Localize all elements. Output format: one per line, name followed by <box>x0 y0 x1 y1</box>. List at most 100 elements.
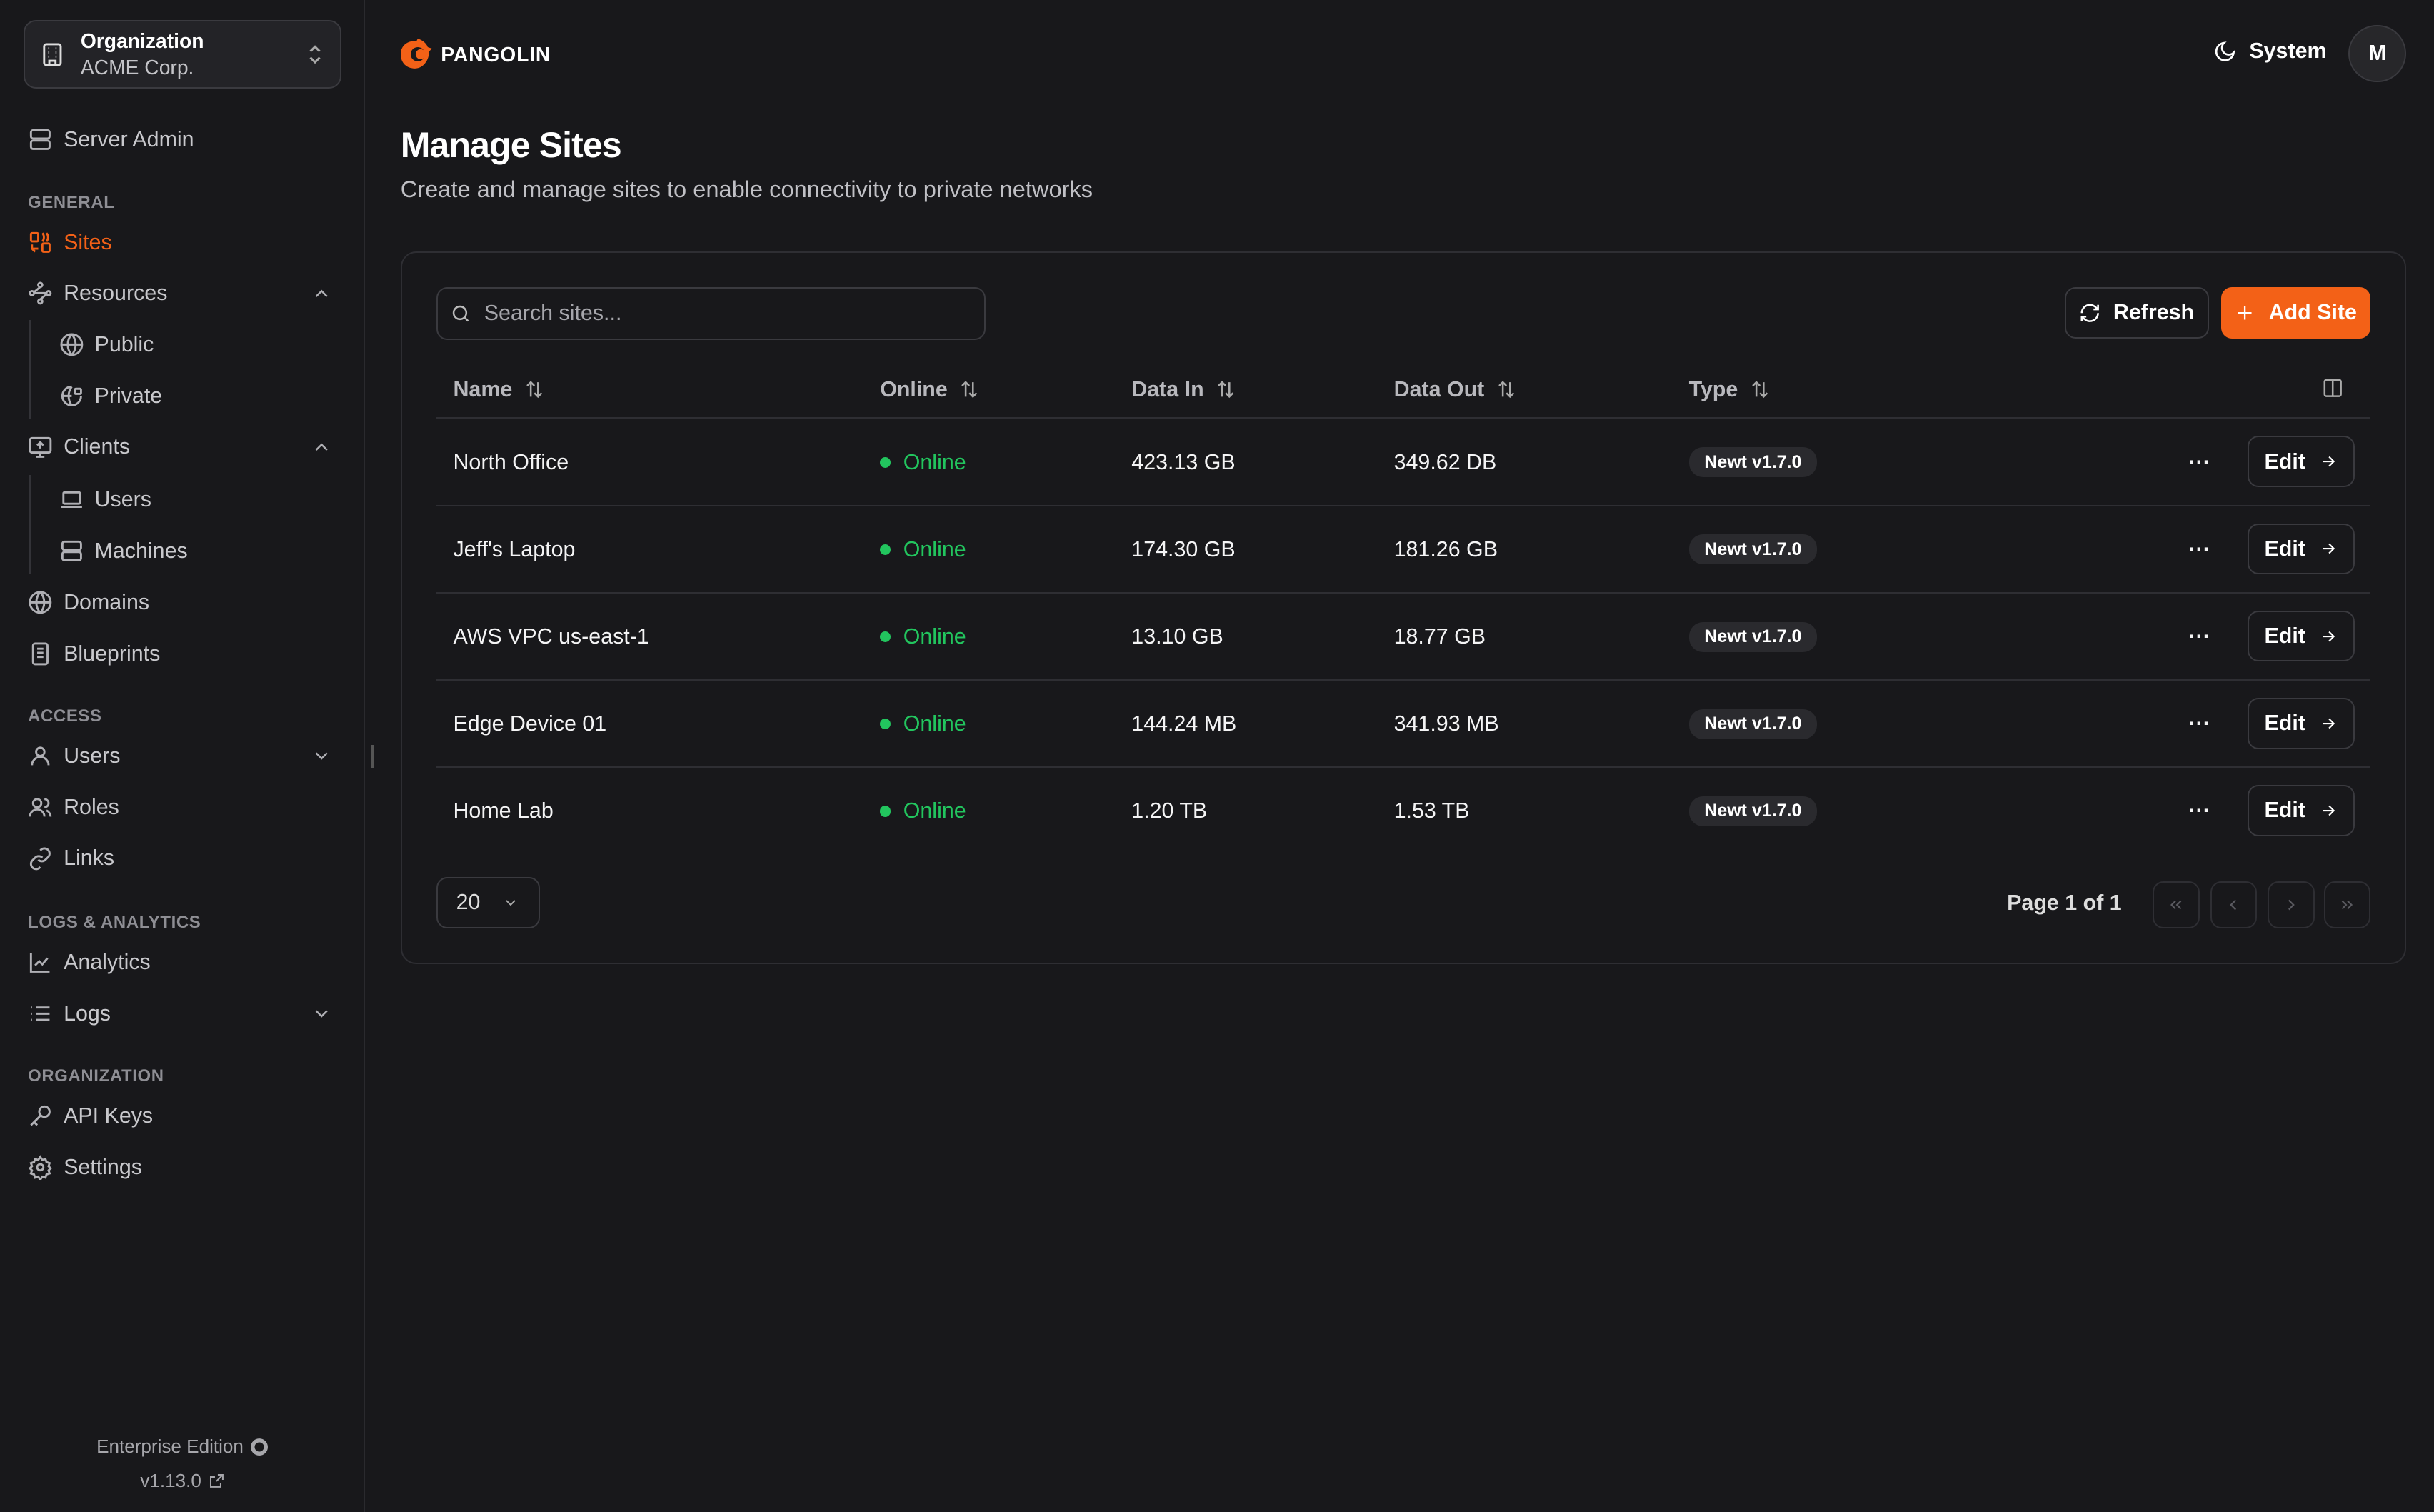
edit-button[interactable]: Edit <box>2248 610 2355 662</box>
status-dot <box>880 544 891 556</box>
sidebar-item-roles[interactable]: Roles <box>28 788 336 826</box>
sidebar-item-private[interactable]: Private <box>59 377 336 414</box>
column-header-data-in[interactable]: Data In <box>1131 377 1236 402</box>
sidebar-item-machines[interactable]: Machines <box>59 533 336 570</box>
sidebar-item-api-keys[interactable]: API Keys <box>28 1098 336 1135</box>
table-row: Jeff's Laptop Online 174.30 GB 181.26 GB… <box>436 504 2370 592</box>
prev-page-button[interactable] <box>2210 881 2258 928</box>
brand-logo[interactable]: PANGOLIN <box>399 37 551 71</box>
site-name[interactable]: AWS VPC us-east-1 <box>453 624 649 649</box>
edit-button[interactable]: Edit <box>2248 784 2355 836</box>
next-page-button[interactable] <box>2268 881 2315 928</box>
edit-button[interactable]: Edit <box>2248 697 2355 749</box>
status-text: Online <box>903 449 966 474</box>
sidebar-item-domains[interactable]: Domains <box>28 584 336 621</box>
first-page-button[interactable] <box>2153 881 2200 928</box>
status-dot <box>880 806 891 817</box>
sidebar-item-resources[interactable]: Resources <box>28 275 336 312</box>
label: Resources <box>64 281 168 306</box>
add-site-button[interactable]: Add Site <box>2221 286 2370 339</box>
more-actions-button[interactable]: ··· <box>2188 624 2210 649</box>
edit-label: Edit <box>2264 624 2305 649</box>
type-badge: Newt v1.7.0 <box>1688 447 1818 478</box>
sidebar-item-settings[interactable]: Settings <box>28 1148 336 1186</box>
version-link[interactable]: v1.13.0 <box>0 1470 365 1492</box>
column-header-online[interactable]: Online <box>880 377 980 402</box>
chevron-up-icon <box>315 443 328 451</box>
type-cell: Newt v1.7.0 <box>1688 419 1818 506</box>
edit-button[interactable]: Edit <box>2248 523 2355 575</box>
theme-toggle[interactable]: System <box>2213 39 2327 64</box>
sidebar-item-users[interactable]: Users <box>28 737 336 774</box>
table-row: Home Lab Online 1.20 TB 1.53 TB Newt v1.… <box>436 766 2370 853</box>
type-cell: Newt v1.7.0 <box>1688 768 1818 855</box>
column-header-data-out[interactable]: Data Out <box>1394 377 1517 402</box>
sidebar-item-client-users[interactable]: Users <box>59 481 336 519</box>
edition-link[interactable]: Enterprise Edition <box>0 1436 365 1458</box>
globe-icon <box>60 333 83 356</box>
avatar[interactable]: M <box>2348 24 2406 83</box>
data-in: 1.20 TB <box>1131 798 1208 823</box>
search-input[interactable]: Search sites... <box>436 286 986 340</box>
search-icon <box>452 305 469 321</box>
chart-line-icon <box>30 953 50 973</box>
label: Server Admin <box>64 127 194 152</box>
columns-icon[interactable] <box>2322 377 2343 399</box>
sidebar-item-sites[interactable]: Sites <box>28 224 336 261</box>
search-placeholder: Search sites... <box>484 301 622 326</box>
more-actions-button[interactable]: ··· <box>2188 536 2210 561</box>
sites-card: Search sites... Refresh Add Site Name Onl… <box>400 251 2406 964</box>
sidebar-item-links[interactable]: Links <box>28 840 336 877</box>
site-name[interactable]: Edge Device 01 <box>453 711 607 736</box>
theme-label: System <box>2249 39 2327 64</box>
more-actions-button[interactable]: ··· <box>2188 798 2210 823</box>
sidebar-item-blueprints[interactable]: Blueprints <box>28 635 336 672</box>
sidebar-item-server-admin[interactable]: Server Admin <box>28 121 336 159</box>
section-logs: LOGS & ANALYTICS <box>28 913 201 933</box>
server-icon <box>61 541 82 562</box>
sidebar-resize-handle[interactable] <box>371 745 374 768</box>
org-switcher[interactable]: Organization ACME Corp. <box>23 20 342 89</box>
column-header-type[interactable]: Type <box>1689 377 1771 402</box>
status-text: Online <box>903 798 966 823</box>
column-label: Online <box>880 376 948 401</box>
more-actions-button[interactable]: ··· <box>2188 449 2210 474</box>
arrow-right-icon <box>2323 456 2335 467</box>
sidebar-item-public[interactable]: Public <box>59 326 336 363</box>
online-status: Online <box>880 594 966 681</box>
page-indicator: Page 1 of 1 <box>2007 891 2122 916</box>
data-in: 13.10 GB <box>1131 624 1223 649</box>
section-general: GENERAL <box>28 192 115 212</box>
site-name[interactable]: Jeff's Laptop <box>453 536 576 561</box>
chevrons-up-down-icon <box>309 45 321 64</box>
server-icon <box>30 129 51 151</box>
pangolin-logo-icon <box>400 39 432 69</box>
status-dot <box>880 631 891 643</box>
data-out: 18.77 GB <box>1393 624 1486 649</box>
sort-icon <box>1751 381 1768 399</box>
arrow-right-icon <box>2323 544 2335 554</box>
edit-label: Edit <box>2264 711 2305 736</box>
site-name[interactable]: North Office <box>453 449 569 474</box>
page-size-select[interactable]: 20 <box>436 876 541 928</box>
label: Users <box>64 743 121 768</box>
label: Machines <box>94 539 188 564</box>
last-page-button[interactable] <box>2323 881 2370 928</box>
column-label: Name <box>453 376 513 401</box>
data-in: 423.13 GB <box>1131 449 1236 474</box>
sidebar-item-analytics[interactable]: Analytics <box>28 943 336 981</box>
sidebar-item-logs[interactable]: Logs <box>28 995 336 1032</box>
chevron-down-icon <box>315 752 328 761</box>
refresh-button[interactable]: Refresh <box>2064 286 2209 339</box>
more-actions-button[interactable]: ··· <box>2188 711 2210 736</box>
label: Users <box>94 487 151 512</box>
data-out: 341.93 MB <box>1393 711 1499 736</box>
edit-button[interactable]: Edit <box>2248 436 2355 488</box>
column-header-name[interactable]: Name <box>453 377 544 402</box>
sort-icon <box>961 381 978 399</box>
sidebar-item-clients[interactable]: Clients <box>28 429 336 466</box>
refresh-icon <box>2080 304 2099 322</box>
sort-icon <box>526 381 542 399</box>
site-name[interactable]: Home Lab <box>453 798 554 823</box>
sites-icon <box>30 231 51 253</box>
